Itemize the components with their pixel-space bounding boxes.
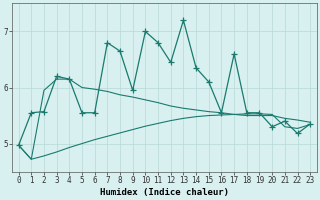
X-axis label: Humidex (Indice chaleur): Humidex (Indice chaleur) <box>100 188 229 197</box>
